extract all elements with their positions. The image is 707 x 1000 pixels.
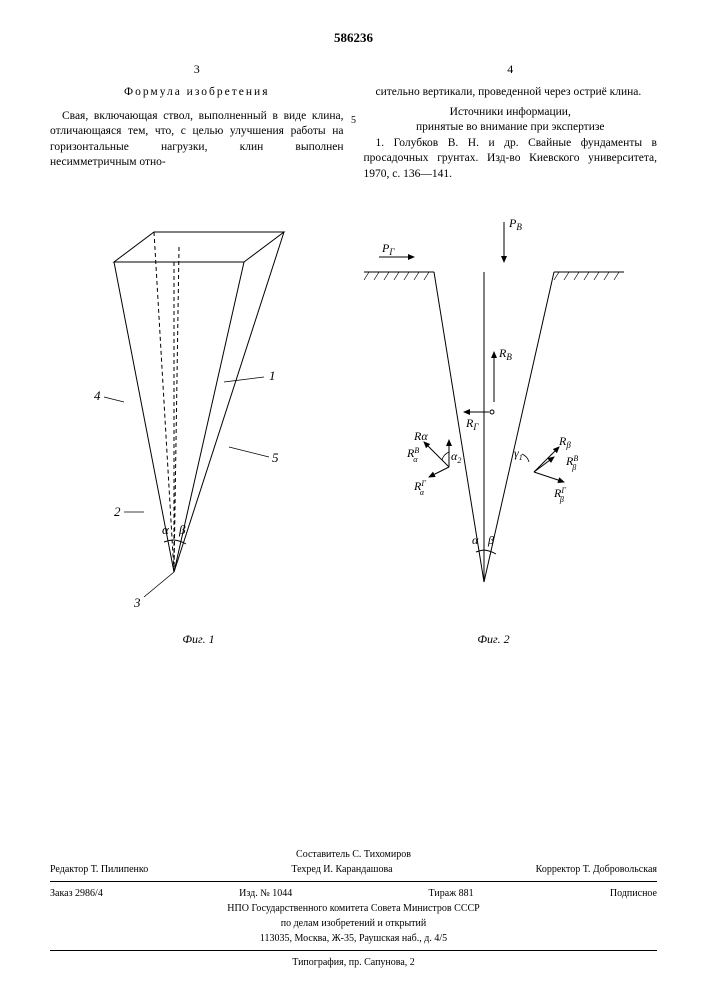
fig2-RaG: RГα xyxy=(413,479,426,497)
left-col-number: 3 xyxy=(50,61,344,77)
fig1-caption: Фиг. 1 xyxy=(74,632,324,647)
fig2-Ra: Rα xyxy=(413,429,428,443)
sources-title: Источники информации, принятые во вниман… xyxy=(364,105,658,136)
footer-address: 113035, Москва, Ж-35, Раушская наб., д. … xyxy=(50,931,657,946)
fig2-alpha2: α2 xyxy=(451,449,461,465)
footer-izd: Изд. № 1044 xyxy=(239,888,292,899)
footer: Составитель С. Тихомиров Редактор Т. Пил… xyxy=(50,847,657,970)
formula-title: Формула изобретения xyxy=(50,85,344,101)
right-col-number: 4 xyxy=(364,61,658,77)
fig1-label-1: 1 xyxy=(269,368,276,383)
right-column: 4 сительно вертикали, проведенной через … xyxy=(364,61,658,182)
fig2-Rb: Rβ xyxy=(558,434,571,450)
fig2-beta: β xyxy=(487,533,494,547)
fig1-label-4: 4 xyxy=(94,388,101,403)
fig1-label-2: 2 xyxy=(114,504,121,519)
footer-editor: Редактор Т. Пилипенко xyxy=(50,864,148,875)
figure-1: 1 2 3 4 5 α β Фиг. 1 xyxy=(74,202,324,647)
fig2-alpha: α xyxy=(472,533,479,547)
footer-compiler: Составитель С. Тихомиров xyxy=(50,847,657,862)
fig2-Rg: RГ xyxy=(465,416,479,432)
footer-corrector: Корректор Т. Добровольская xyxy=(536,864,657,875)
fig1-alpha: α xyxy=(162,522,170,537)
right-continuation: сительно вертикали, проведенной через ос… xyxy=(364,85,658,101)
footer-order: Заказ 2986/4 xyxy=(50,888,103,899)
fig2-svg: PВ PГ RВ RГ Rα RВα RГα α2 γ1 Rβ RВβ RГβ … xyxy=(354,202,634,622)
fig1-label-5: 5 xyxy=(272,450,279,465)
fig2-RaV: RВα xyxy=(406,446,419,464)
margin-line-number: 5 xyxy=(351,115,356,126)
fig1-svg: 1 2 3 4 5 α β xyxy=(74,202,324,622)
fig2-Pg: PГ xyxy=(381,241,395,257)
fig2-Pv: PВ xyxy=(508,216,522,232)
footer-techred: Техред И. Карандашова xyxy=(291,864,392,875)
formula-text: Свая, включающая ствол, выполненный в ви… xyxy=(50,109,344,171)
fig1-label-3: 3 xyxy=(133,595,141,610)
left-column: 3 Формула изобретения Свая, включающая с… xyxy=(50,61,344,182)
footer-tirazh: Тираж 881 xyxy=(429,888,474,899)
footer-podpis: Подписное xyxy=(610,888,657,899)
fig2-RbG: RГβ xyxy=(553,486,566,504)
footer-org2: по делам изобретений и открытий xyxy=(50,916,657,931)
figures-row: 1 2 3 4 5 α β Фиг. 1 xyxy=(50,202,657,647)
figure-2: PВ PГ RВ RГ Rα RВα RГα α2 γ1 Rβ RВβ RГβ … xyxy=(354,202,634,647)
fig2-gamma1: γ1 xyxy=(514,446,523,462)
fig2-caption: Фиг. 2 xyxy=(354,632,634,647)
patent-number: 586236 xyxy=(50,30,657,46)
source-reference: 1. Голубков В. Н. и др. Свайные фундамен… xyxy=(364,136,658,183)
footer-typography: Типография, пр. Сапунова, 2 xyxy=(50,955,657,970)
fig1-beta: β xyxy=(178,522,186,537)
fig2-Rv: RВ xyxy=(498,346,512,362)
fig2-RbV: RВβ xyxy=(565,454,578,472)
footer-org1: НПО Государственного комитета Совета Мин… xyxy=(50,901,657,916)
